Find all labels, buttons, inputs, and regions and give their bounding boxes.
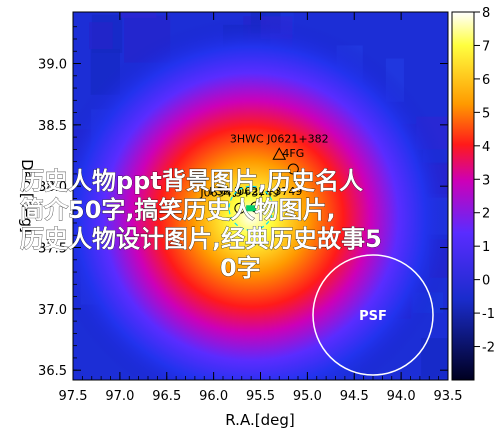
source-marker	[234, 202, 246, 214]
colorbar-tick-label: 2	[482, 207, 490, 222]
x-tick-label: 93.5	[434, 389, 463, 404]
source-marker	[272, 147, 287, 160]
overlay-text-line: 简介50字,搞笑历史人物图片,	[20, 196, 336, 224]
overlay-text-line: 0字	[220, 254, 261, 282]
source-label: PSR J0622+3749	[209, 185, 302, 198]
x-tick-label: 97.5	[59, 389, 88, 404]
source-label: J0634.9+3749	[199, 186, 279, 199]
x-tick-label: 94.0	[387, 389, 416, 404]
colorbar-tick-label: 0	[482, 274, 490, 289]
colorbar-tick-label: 1	[482, 240, 490, 255]
source-label: 3HWC J0621+382	[230, 132, 329, 145]
x-tick-label: 94.5	[340, 389, 369, 404]
psf-circle	[312, 254, 434, 376]
colorbar-tick-label: 5	[482, 106, 490, 121]
x-tick-label: 95.0	[293, 389, 322, 404]
colorbar-tick-label: 8	[482, 6, 490, 21]
source-marker	[287, 163, 299, 175]
colorbar-tick-label: 7	[482, 39, 490, 54]
colorbar-tick-label: -1	[482, 307, 495, 322]
x-axis-title: R.A.[deg]	[225, 411, 294, 429]
x-tick-label: 96.5	[152, 389, 181, 404]
x-tick-label: 97.0	[105, 389, 134, 404]
colorbar	[451, 11, 475, 381]
overlay-text-line: 历史人物ppt背景图片,历史名人	[20, 167, 363, 195]
colorbar-tick-label: 4	[482, 140, 490, 155]
overlay-text-line: 历史人物设计图片,经典历史故事5	[20, 225, 382, 253]
y-tick-label: 37.5	[38, 242, 67, 257]
colorbar-tick-label: 6	[482, 73, 490, 88]
x-tick-label: 96.0	[199, 389, 228, 404]
heatmap-cell	[89, 22, 113, 50]
colorbar-tick-label: 3	[482, 173, 490, 188]
y-tick-label: 37.0	[38, 303, 67, 318]
y-tick-label: 39.0	[38, 58, 67, 73]
y-tick-label: 38.5	[38, 119, 67, 134]
source-label: 4FG	[282, 147, 304, 160]
psf-label: PSF	[359, 309, 387, 324]
heatmap-emission	[73, 16, 448, 380]
x-tick-label: 95.5	[246, 389, 275, 404]
y-tick-label: 36.5	[38, 364, 67, 379]
y-axis-title: Dec.[deg]	[18, 159, 36, 233]
heatmap-cell	[119, 12, 157, 18]
fit-position-marker	[246, 205, 257, 212]
colorbar-tick-label: -2	[482, 341, 495, 356]
extension-region	[228, 185, 274, 231]
y-tick-label: 38.0	[38, 180, 67, 195]
